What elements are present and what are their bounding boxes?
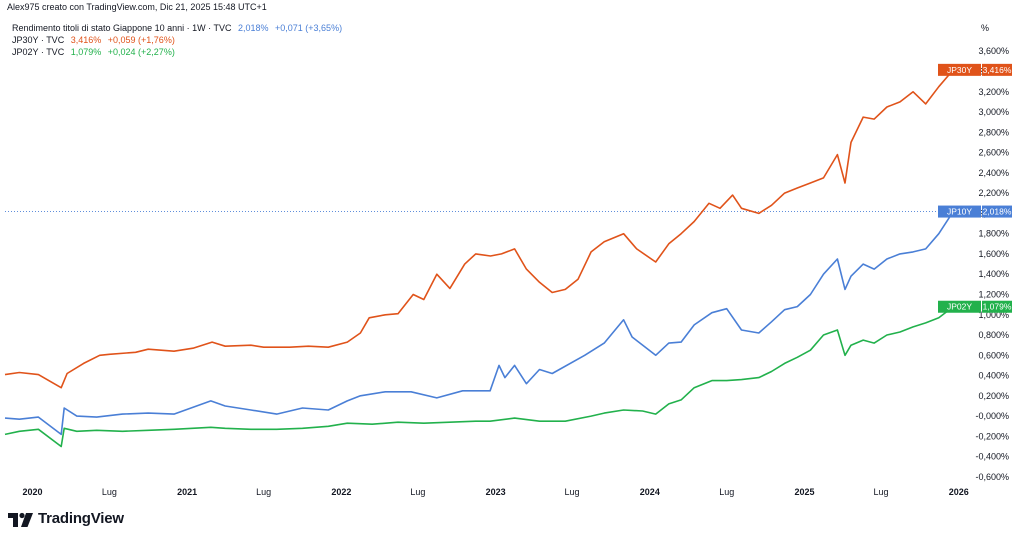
time-axis[interactable]: 2020 Lug 2021 Lug 2022 Lug 2023 Lug 2024 Lug 2025 L… bbox=[22, 487, 968, 497]
y-tick-label: 1,200% bbox=[978, 289, 1009, 299]
legend-series-name: JP02Y · TVC bbox=[12, 47, 65, 57]
series-tag-name: JP10Y bbox=[947, 207, 972, 217]
legend: Rendimento titoli di stato Giappone 10 a… bbox=[12, 22, 342, 58]
tradingview-logo-text: TradingView bbox=[38, 510, 124, 527]
y-tick-label: 1,000% bbox=[978, 310, 1009, 320]
x-tick-label: Lug bbox=[719, 487, 734, 497]
y-tick-label: -0,400% bbox=[975, 452, 1009, 462]
x-tick-label: 2025 bbox=[794, 487, 814, 497]
x-tick-label: Lug bbox=[410, 487, 425, 497]
y-tick-label: 2,200% bbox=[978, 188, 1009, 198]
y-tick-label: -0,000% bbox=[975, 411, 1009, 421]
legend-series-value: 1,079% bbox=[70, 47, 102, 57]
series-value-box bbox=[982, 63, 1012, 76]
series-value-text: 2,018% bbox=[983, 207, 1012, 217]
series-value-text: 1,079% bbox=[983, 302, 1012, 312]
series-line-jp10y bbox=[4, 211, 954, 436]
y-tick-label: -0,600% bbox=[975, 472, 1009, 482]
y-tick-label: 0,200% bbox=[978, 391, 1009, 401]
x-tick-label: 2023 bbox=[486, 487, 506, 497]
y-tick-label: 0,600% bbox=[978, 350, 1009, 360]
series-tag-name: JP30Y bbox=[947, 65, 972, 75]
series-tag-box bbox=[938, 205, 981, 218]
series-layer bbox=[4, 69, 954, 448]
legend-row-jp02y[interactable]: JP02Y · TVC 1,079% +0,024 (+2,27%) bbox=[12, 46, 342, 58]
legend-series-name: JP30Y · TVC bbox=[12, 35, 65, 45]
y-tick-label: -0,200% bbox=[975, 431, 1009, 441]
legend-row-jp30y[interactable]: JP30Y · TVC 3,416% +0,059 (+1,76%) bbox=[12, 34, 342, 46]
y-tick-label: 1,400% bbox=[978, 269, 1009, 279]
legend-series-change: +0,071 (+3,65%) bbox=[275, 23, 343, 33]
legend-series-change: +0,059 (+1,76%) bbox=[107, 35, 175, 45]
last-value-labels: JP30Y 3,416% JP10Y 2,018% JP02Y 1,079% bbox=[938, 63, 1012, 313]
legend-row-jp10y[interactable]: Rendimento titoli di stato Giappone 10 a… bbox=[12, 22, 342, 34]
x-tick-label: 2024 bbox=[640, 487, 660, 497]
x-tick-label: 2021 bbox=[177, 487, 197, 497]
tradingview-logo[interactable]: TradingView bbox=[8, 510, 124, 527]
x-tick-label: Lug bbox=[873, 487, 888, 497]
series-value-box bbox=[982, 300, 1012, 313]
series-tag-name: JP02Y bbox=[947, 302, 972, 312]
y-tick-label: 2,800% bbox=[978, 127, 1009, 137]
series-line-jp02y bbox=[4, 306, 954, 448]
last-value-label-jp30y: JP30Y 3,416% bbox=[938, 63, 1012, 76]
legend-series-name: Rendimento titoli di stato Giappone 10 a… bbox=[12, 23, 232, 33]
y-tick-label: 3,000% bbox=[978, 107, 1009, 117]
price-axis[interactable]: %3,600%3,400%3,200%3,000%2,800%2,600%2,4… bbox=[975, 23, 1009, 482]
x-tick-label: 2026 bbox=[949, 487, 969, 497]
legend-series-value: 3,416% bbox=[70, 35, 102, 45]
y-tick-label: 0,400% bbox=[978, 371, 1009, 381]
y-tick-label: 0,800% bbox=[978, 330, 1009, 340]
y-tick-label: 2,400% bbox=[978, 168, 1009, 178]
y-tick-label: 3,200% bbox=[978, 87, 1009, 97]
tradingview-logo-icon bbox=[8, 512, 33, 527]
series-tag-box bbox=[938, 63, 981, 76]
y-tick-label: 3,600% bbox=[978, 46, 1009, 56]
chart-header: Alex975 creato con TradingView.com, Dic … bbox=[7, 2, 267, 12]
series-value-text: 3,416% bbox=[983, 65, 1012, 75]
series-line-jp30y bbox=[4, 69, 954, 389]
series-value-box bbox=[982, 205, 1012, 218]
legend-series-change: +0,024 (+2,27%) bbox=[107, 47, 175, 57]
x-tick-label: Lug bbox=[565, 487, 580, 497]
y-tick-label: 1,800% bbox=[978, 229, 1009, 239]
x-tick-label: 2020 bbox=[22, 487, 42, 497]
x-tick-label: 2022 bbox=[331, 487, 351, 497]
last-value-label-jp02y: JP02Y 1,079% bbox=[938, 300, 1012, 313]
price-axis-unit: % bbox=[981, 23, 989, 33]
y-tick-label: 2,600% bbox=[978, 148, 1009, 158]
last-value-label-jp10y: JP10Y 2,018% bbox=[938, 205, 1012, 218]
legend-series-value: 2,018% bbox=[237, 23, 269, 33]
x-tick-label: Lug bbox=[256, 487, 271, 497]
x-tick-label: Lug bbox=[102, 487, 117, 497]
series-tag-box bbox=[938, 300, 981, 313]
y-tick-label: 1,600% bbox=[978, 249, 1009, 259]
